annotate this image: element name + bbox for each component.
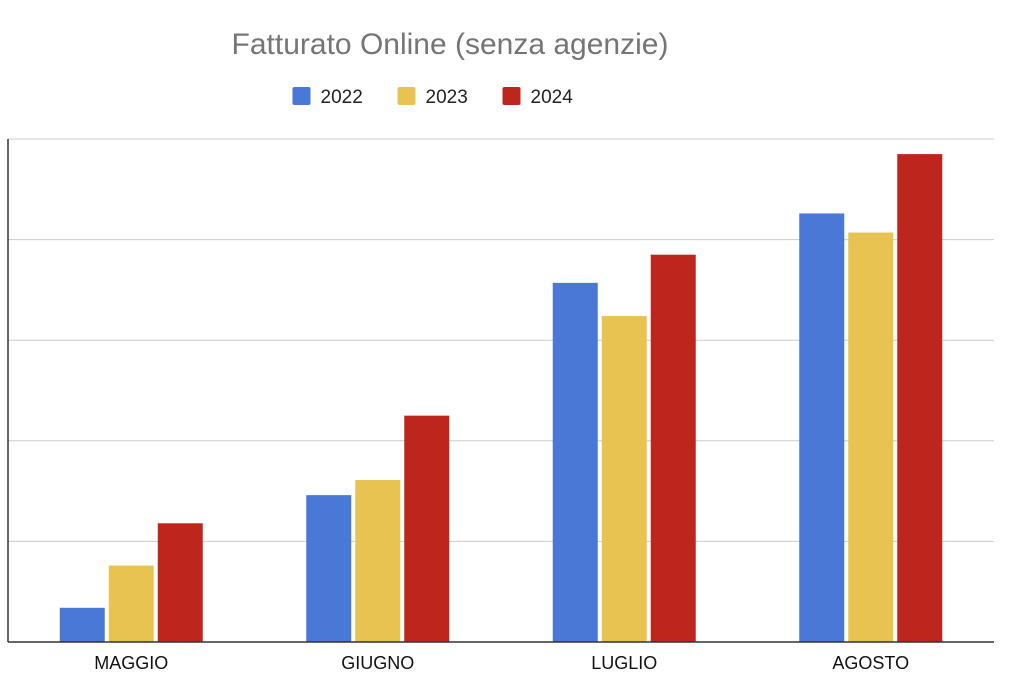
chart-title: Fatturato Online (senza agenzie) — [232, 28, 669, 61]
bar-maggio-2023 — [108, 565, 154, 642]
gridlines — [8, 138, 994, 542]
legend: 2022 2023 2024 — [292, 87, 574, 108]
x-tick-label: AGOSTO — [832, 653, 909, 673]
bar-luglio-2023 — [601, 316, 647, 642]
legend-label: 2024 — [531, 87, 574, 108]
legend-swatch-2023 — [397, 87, 416, 105]
bar-giugno-2022 — [306, 495, 352, 642]
x-tick-labels: MAGGIO GIUGNO LUGLIO AGOSTO — [94, 653, 909, 673]
x-tick-label: MAGGIO — [94, 653, 168, 673]
x-tick-label: GIUGNO — [341, 653, 414, 673]
bar-luglio-2022 — [552, 282, 598, 642]
bar-agosto-2023 — [848, 232, 894, 643]
bar-maggio-2022 — [59, 607, 105, 642]
legend-label: 2022 — [321, 87, 363, 108]
bar-agosto-2024 — [897, 154, 943, 642]
bar-agosto-2022 — [799, 213, 845, 642]
bar-giugno-2024 — [404, 415, 450, 642]
bar-luglio-2024 — [650, 254, 696, 642]
legend-label: 2023 — [426, 87, 468, 108]
legend-swatch-2024 — [502, 87, 521, 105]
x-tick-label: LUGLIO — [591, 653, 657, 673]
legend-swatch-2022 — [292, 87, 311, 105]
bar-maggio-2024 — [157, 523, 203, 642]
bars — [59, 154, 943, 643]
bar-giugno-2023 — [355, 480, 401, 642]
